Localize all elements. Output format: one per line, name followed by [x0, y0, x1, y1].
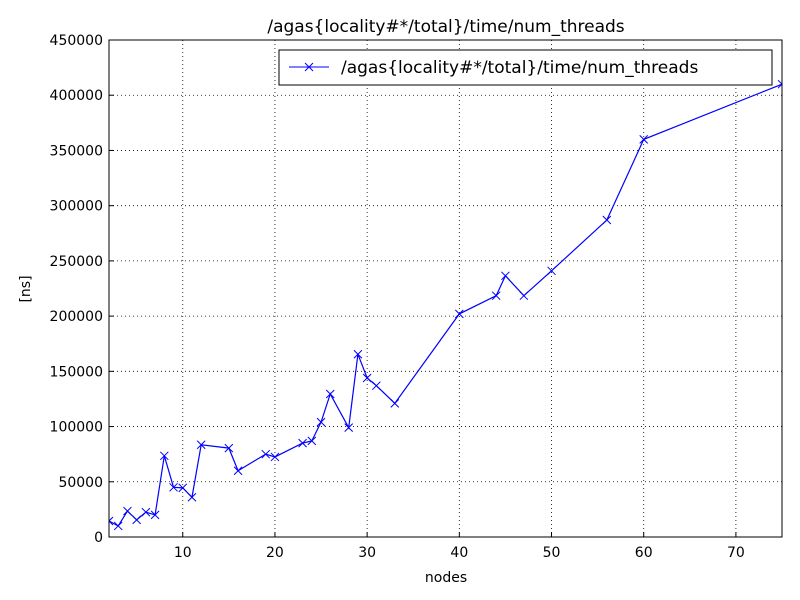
marker: [113, 521, 123, 531]
marker: [454, 309, 464, 319]
y-tick-label: 50000: [58, 475, 103, 491]
marker: [224, 443, 234, 453]
marker: [307, 436, 317, 446]
marker: [159, 451, 169, 461]
marker: [298, 438, 307, 448]
marker: [362, 373, 372, 383]
legend-label: /agas{locality#*/total}/time/num_threads: [341, 58, 698, 78]
series: [109, 79, 782, 531]
y-tick-label: 400000: [50, 88, 103, 104]
marker: [777, 79, 782, 89]
marker: [132, 515, 142, 525]
y-tick-label: 150000: [50, 364, 103, 380]
y-tick-label: 250000: [50, 254, 103, 270]
x-tick-label: 30: [358, 545, 376, 561]
marker: [519, 291, 529, 301]
legend-box: [278, 49, 773, 86]
x-tick-label: 10: [174, 545, 192, 561]
marker: [316, 417, 326, 427]
line: [109, 83, 782, 527]
marker: [353, 349, 363, 359]
plot-frame: [108, 39, 783, 538]
marker: [270, 452, 280, 462]
x-tick-label: 60: [635, 545, 653, 561]
marker: [261, 449, 271, 459]
marker: [109, 516, 114, 526]
y-tick-label: 300000: [50, 199, 103, 215]
marker: [196, 440, 206, 450]
marker: [178, 483, 188, 493]
marker: [602, 215, 612, 225]
chart-title: /agas{locality#*/total}/time/num_threads: [267, 17, 624, 37]
marker: [491, 291, 501, 301]
marker: [344, 423, 354, 433]
marker: [141, 507, 151, 517]
y-tick-label: 350000: [50, 143, 103, 159]
marker: [639, 135, 649, 144]
marker: [372, 381, 381, 391]
y-tick-label: 200000: [50, 309, 103, 325]
y-tick-label: 0: [94, 530, 103, 546]
marker: [325, 389, 335, 399]
x-tick-label: 50: [543, 545, 561, 561]
x-axis-label: nodes: [425, 570, 467, 586]
marker: [501, 271, 510, 281]
marker: [150, 510, 160, 520]
x-tick-label: 70: [727, 545, 745, 561]
marker: [233, 466, 243, 476]
x-tick-label: 40: [450, 545, 468, 561]
marker: [187, 492, 197, 502]
y-axis-label: [ns]: [18, 275, 34, 302]
marker: [390, 399, 400, 408]
marker: [169, 482, 178, 492]
y-tick-label: 450000: [50, 33, 103, 49]
x-tick-label: 20: [266, 545, 284, 561]
marker: [304, 62, 314, 72]
marker: [547, 266, 556, 276]
marker: [123, 506, 132, 516]
y-tick-label: 100000: [50, 420, 103, 436]
